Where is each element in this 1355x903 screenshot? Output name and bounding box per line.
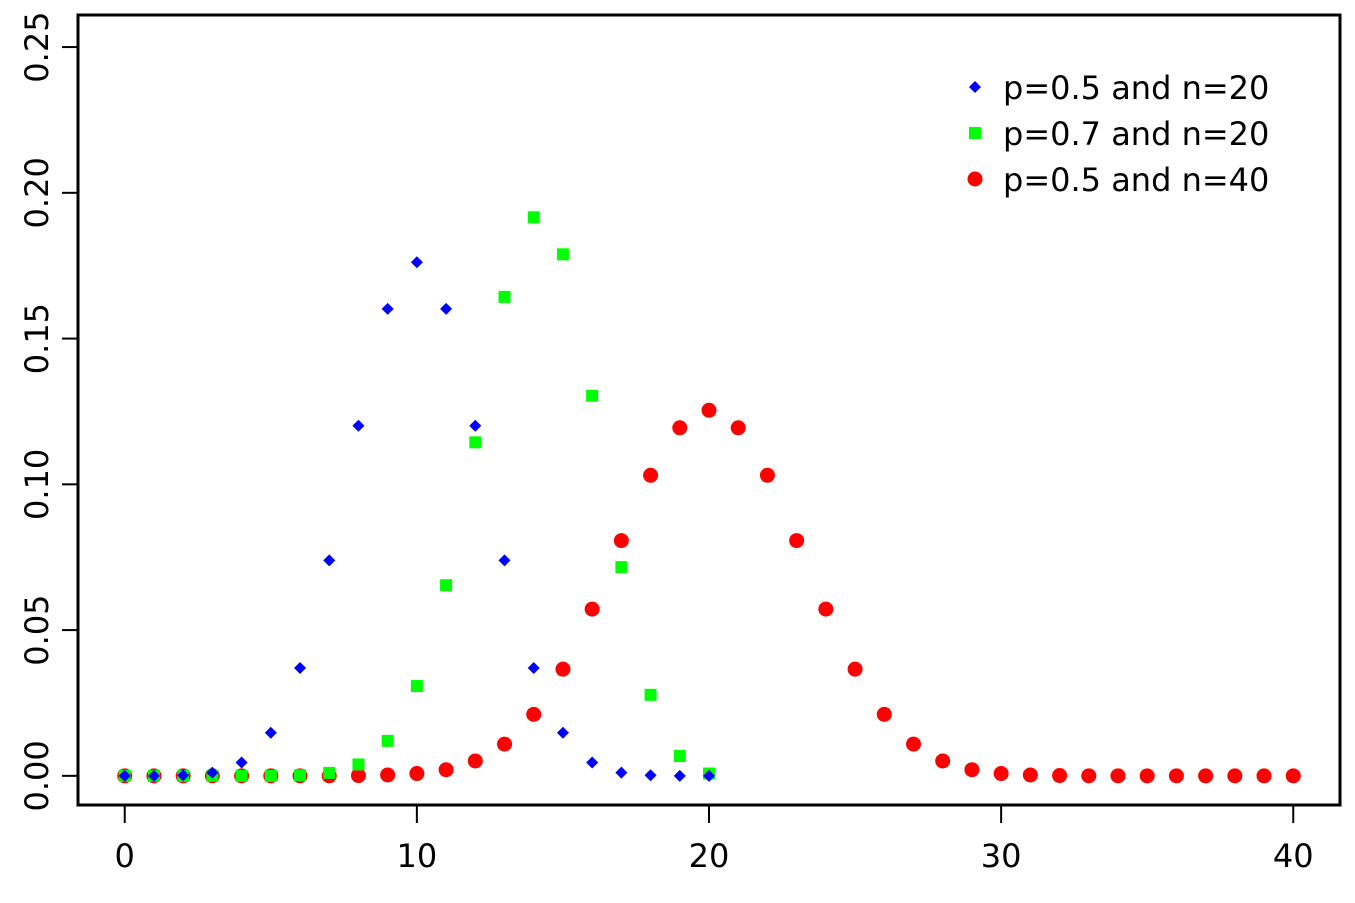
x-tick-label: 0	[115, 837, 135, 875]
data-point	[905, 736, 921, 752]
data-point	[1227, 768, 1243, 784]
y-axis: 0.00 0.05 0.10 0.15 0.20 0.25	[18, 11, 78, 811]
data-point	[1081, 768, 1097, 784]
y-tick-label: 0.25	[18, 11, 56, 82]
data-point	[644, 769, 657, 782]
data-point	[644, 688, 657, 701]
y-tick-label: 0.05	[18, 594, 56, 665]
data-point	[440, 302, 453, 315]
data-point	[1052, 768, 1068, 784]
x-tick-label: 20	[689, 837, 730, 875]
data-point	[1198, 768, 1214, 784]
data-point	[759, 467, 775, 483]
legend-marker-diamond	[969, 81, 981, 93]
data-point	[613, 533, 629, 549]
data-point	[586, 756, 599, 769]
data-point	[118, 769, 131, 782]
data-point	[498, 554, 511, 567]
data-point	[409, 766, 425, 782]
series-diamond-points	[118, 256, 715, 782]
legend-label: p=0.7 and n=20	[1003, 115, 1269, 153]
data-point	[615, 561, 628, 574]
legend-label: p=0.5 and n=20	[1003, 69, 1269, 107]
data-point	[352, 758, 365, 771]
data-point	[673, 769, 686, 782]
y-tick-label: 0.15	[18, 303, 56, 374]
data-point	[993, 766, 1009, 782]
data-point	[469, 419, 482, 432]
data-point	[497, 736, 513, 752]
x-tick-label: 30	[981, 837, 1022, 875]
series-circle-points	[117, 402, 1301, 784]
data-point	[264, 769, 277, 782]
data-point	[381, 734, 394, 747]
data-point	[380, 767, 396, 783]
data-point	[643, 467, 659, 483]
data-point	[556, 248, 569, 261]
data-point	[294, 769, 307, 782]
data-point	[935, 753, 951, 769]
data-point	[527, 661, 540, 674]
x-axis: 0 10 20 30 40	[115, 804, 1314, 875]
y-tick-label: 0.20	[18, 157, 56, 228]
data-point	[556, 726, 569, 739]
data-point	[789, 533, 805, 549]
legend-marker-circle	[967, 171, 983, 187]
data-point	[235, 769, 248, 782]
data-point	[323, 554, 336, 567]
series-square-points	[118, 211, 715, 782]
data-point	[701, 402, 717, 418]
data-point	[964, 762, 980, 778]
data-point	[847, 661, 863, 677]
data-point	[294, 661, 307, 674]
data-point	[672, 420, 688, 436]
x-tick-label: 10	[397, 837, 438, 875]
data-point	[876, 706, 892, 722]
data-point	[586, 389, 599, 402]
y-tick-label: 0.00	[18, 740, 56, 811]
data-point	[615, 766, 628, 779]
data-point	[206, 766, 219, 779]
data-point	[467, 753, 483, 769]
legend: p=0.5 and n=20 p=0.7 and n=20 p=0.5 and n=…	[967, 69, 1269, 199]
data-point	[555, 661, 571, 677]
y-tick-label: 0.10	[18, 449, 56, 520]
data-point	[1139, 768, 1155, 784]
legend-label: p=0.5 and n=40	[1003, 161, 1269, 199]
data-point	[469, 436, 482, 449]
data-point	[1110, 768, 1126, 784]
data-point	[264, 726, 277, 739]
data-point	[1168, 768, 1184, 784]
data-point	[177, 769, 190, 782]
data-point	[818, 601, 834, 617]
x-tick-label: 40	[1273, 837, 1314, 875]
data-point	[438, 762, 454, 778]
data-point	[1256, 768, 1272, 784]
data-point	[1285, 768, 1301, 784]
data-point	[584, 601, 600, 617]
data-point	[350, 768, 366, 784]
data-point	[323, 766, 336, 779]
data-point	[410, 680, 423, 693]
data-point	[440, 579, 453, 592]
data-point	[498, 290, 511, 303]
data-point	[703, 769, 715, 782]
data-point	[526, 706, 542, 722]
data-point	[235, 756, 248, 769]
data-point	[1022, 767, 1038, 783]
data-point	[147, 769, 160, 782]
data-point	[527, 211, 540, 224]
data-point	[352, 419, 365, 432]
data-point	[381, 302, 394, 315]
data-point	[673, 750, 686, 763]
data-point	[410, 256, 423, 269]
legend-marker-square	[969, 127, 981, 139]
data-point	[730, 420, 746, 436]
data-points	[117, 211, 1301, 784]
